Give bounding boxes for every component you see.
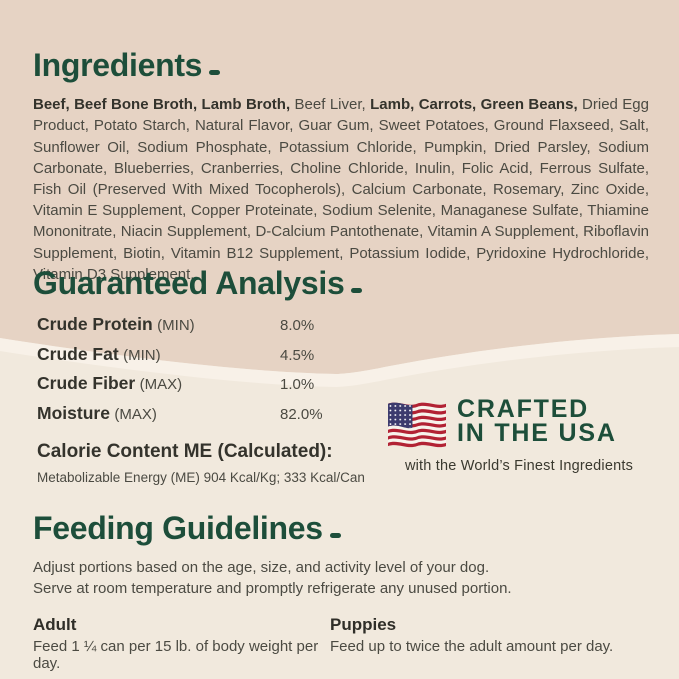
feeding-guidelines-title: Feeding Guidelines <box>33 510 649 546</box>
calorie-content-title: Calorie Content ME (Calculated): <box>37 441 333 463</box>
analysis-label: Moisture (MAX) <box>37 403 280 424</box>
ingredients-title: Ingredients <box>33 47 649 83</box>
heading-period-dash <box>329 533 341 538</box>
ingredients-title-text: Ingredients <box>33 47 203 83</box>
ingredients-bold-lead: Beef, Beef Bone Broth, Lamb Broth, <box>33 96 291 114</box>
analysis-row: Moisture (MAX) 82.0% <box>37 403 649 433</box>
nutrient-name: Crude Fiber <box>37 373 136 394</box>
feeding-column-puppies: Puppies Feed up to twice the adult amoun… <box>330 615 613 672</box>
heading-period-dash <box>209 70 221 75</box>
feeding-guidelines-section: Feeding Guidelines Adjust portions based… <box>33 510 649 672</box>
analysis-value: 1.0% <box>280 376 315 394</box>
analysis-value: 8.0% <box>280 317 315 335</box>
ingredients-regular-2: Dried Egg Product, Potato Starch, Natura… <box>33 96 649 283</box>
nutrient-qualifier: (MAX) <box>114 405 157 423</box>
nutrient-qualifier: (MIN) <box>157 317 195 335</box>
feeding-note-2: Serve at room temperature and promptly r… <box>33 579 512 597</box>
analysis-row: Crude Fat (MIN) 4.5% <box>37 344 649 374</box>
crafted-line2: IN THE USA <box>457 419 617 447</box>
feeding-column-heading: Puppies <box>330 615 397 635</box>
nutrient-name: Moisture <box>37 402 110 423</box>
feeding-note-1: Adjust portions based on the age, size, … <box>33 559 490 577</box>
guaranteed-analysis-title-text: Guaranteed Analysis <box>33 265 345 301</box>
crafted-line1: CRAFTED <box>457 395 590 423</box>
analysis-label: Crude Fat (MIN) <box>37 344 280 365</box>
ingredients-regular-1: Beef Liver, <box>290 96 371 114</box>
nutrient-qualifier: (MAX) <box>139 376 183 394</box>
feeding-column-text: Feed 1 ¼ can per 15 lb. of body weight p… <box>33 638 319 673</box>
crafted-row: CRAFTED IN THE USA <box>388 397 650 451</box>
feeding-column-heading: Adult <box>33 615 77 635</box>
feeding-columns: Adult Feed 1 ¼ can per 15 lb. of body we… <box>33 615 649 672</box>
calorie-content: Calorie Content ME (Calculated): Metabol… <box>37 441 649 485</box>
nutrient-qualifier: (MIN) <box>123 346 161 364</box>
nutrient-name: Crude Fat <box>37 343 119 364</box>
guaranteed-analysis-title: Guaranteed Analysis <box>33 265 649 301</box>
crafted-text: CRAFTED IN THE USA <box>457 395 617 447</box>
analysis-row: Crude Fiber (MAX) 1.0% <box>37 373 649 403</box>
analysis-value: 82.0% <box>280 405 323 423</box>
ingredients-bold-2: Lamb, Carrots, Green Beans, <box>370 96 578 114</box>
feeding-column-adult: Adult Feed 1 ¼ can per 15 lb. of body we… <box>33 615 330 672</box>
ingredients-text: Beef, Beef Bone Broth, Lamb Broth, Beef … <box>33 94 649 285</box>
calorie-content-detail: Metabolizable Energy (ME) 904 Kcal/Kg; 3… <box>37 470 365 486</box>
nutrient-name: Crude Protein <box>37 314 153 335</box>
analysis-value: 4.5% <box>280 346 315 364</box>
feeding-column-text: Feed up to twice the adult amount per da… <box>330 638 614 656</box>
ingredients-section: Ingredients Beef, Beef Bone Broth, Lamb … <box>33 47 649 285</box>
usa-flag-icon <box>388 402 446 448</box>
feeding-guidelines-title-text: Feeding Guidelines <box>33 510 323 546</box>
analysis-table: Crude Protein (MIN) 8.0% Crude Fat (MIN)… <box>37 314 649 432</box>
guaranteed-analysis-section: Guaranteed Analysis Crude Protein (MIN) … <box>33 265 649 485</box>
crafted-in-usa-badge: CRAFTED IN THE USA with the World’s Fine… <box>388 397 650 474</box>
analysis-label: Crude Fiber (MAX) <box>37 373 280 394</box>
crafted-subline: with the World’s Finest Ingredients <box>404 458 634 474</box>
heading-period-dash <box>351 288 363 293</box>
analysis-label: Crude Protein (MIN) <box>37 314 280 335</box>
analysis-row: Crude Protein (MIN) 8.0% <box>37 314 649 344</box>
